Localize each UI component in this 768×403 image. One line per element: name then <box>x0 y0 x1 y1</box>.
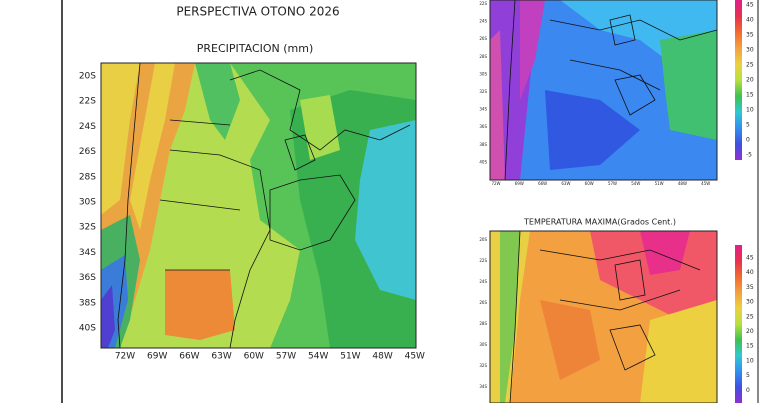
lat-label: 36S <box>79 273 96 283</box>
lat-label: 30S <box>79 198 96 208</box>
colorbar-label: 15 <box>746 92 754 99</box>
subtitle: PRECIPITACION (mm) <box>197 42 314 55</box>
lat-label: 34S <box>79 248 96 258</box>
lon-label: 51W <box>655 181 664 186</box>
colorbar-label: 5 <box>746 122 750 129</box>
colorbar-label: 0 <box>746 387 750 394</box>
colorbar <box>735 0 742 160</box>
lon-label: 72W <box>491 181 500 186</box>
lat-label: 28S <box>79 172 96 182</box>
colorbar-label: 15 <box>746 343 754 350</box>
colorbar-label: 25 <box>746 62 754 69</box>
lon-label: 54W <box>308 352 328 362</box>
lat-label: 24S <box>79 122 96 132</box>
title: PERSPECTIVA OTONO 2026 <box>176 5 339 19</box>
lon-label: 45W <box>701 181 710 186</box>
colorbar-label: 35 <box>746 284 754 291</box>
panel-title: TEMPERATURA MAXIMA(Grados Cent.) <box>523 218 676 227</box>
lat-label: 32S <box>479 363 487 368</box>
lon-label: 45W <box>405 352 425 362</box>
lat-label: 24S <box>479 279 487 284</box>
colorbar-label: 45 <box>746 255 754 262</box>
lon-label: 69W <box>147 352 167 362</box>
lat-label: 40S <box>479 159 487 164</box>
lat-label: 22S <box>479 1 487 6</box>
lon-label: 72W <box>115 352 135 362</box>
lat-label: 32S <box>79 223 96 233</box>
lat-label: 26S <box>479 36 487 41</box>
map-labels: 20S 22S 24S 26S 28S 30S 32S 34S 36S 38S 40S 72W 69W 6… <box>79 1 754 394</box>
tmax-map <box>489 230 718 403</box>
lat-label: 24S <box>479 19 487 24</box>
lat-label: 40S <box>79 324 96 334</box>
colorbar-label: 20 <box>746 77 754 84</box>
lat-label: 32S <box>479 89 487 94</box>
colorbar-label: 20 <box>746 328 754 335</box>
lon-label: 63W <box>211 352 231 362</box>
colorbar-label: 40 <box>746 269 754 276</box>
colorbar <box>735 245 742 403</box>
colorbar-label: 10 <box>746 107 754 114</box>
colorbar-label: 35 <box>746 32 754 39</box>
colorbar-label: 40 <box>746 17 754 24</box>
lat-label: 34S <box>479 384 487 389</box>
lon-label: 48W <box>678 181 687 186</box>
colorbar-label: 0 <box>746 137 750 144</box>
colorbar-label: 10 <box>746 357 754 364</box>
lat-label: 38S <box>479 142 487 147</box>
lon-label: 66W <box>179 352 199 362</box>
lat-label: 22S <box>79 97 96 107</box>
lon-label: 57W <box>276 352 296 362</box>
lat-label: 30S <box>479 71 487 76</box>
lon-label: 48W <box>372 352 392 362</box>
colorbar-label: 30 <box>746 47 754 54</box>
lat-label: 28S <box>479 54 487 59</box>
lat-label: 38S <box>79 298 96 308</box>
colorbar-label: -5 <box>746 152 752 159</box>
lat-label: 26S <box>479 300 487 305</box>
colorbar-label: 25 <box>746 313 754 320</box>
colorbar-label: 5 <box>746 372 750 379</box>
lon-label: 66W <box>538 181 547 186</box>
lat-label: 28S <box>479 321 487 326</box>
lat-label: 20S <box>479 237 487 242</box>
lon-label: 54W <box>631 181 640 186</box>
lat-label: 22S <box>479 258 487 263</box>
lon-label: 60W <box>244 352 264 362</box>
lon-label: 51W <box>340 352 360 362</box>
tmin-map <box>489 0 718 181</box>
lon-label: 63W <box>561 181 570 186</box>
lat-label: 20S <box>79 72 96 82</box>
lon-label: 60W <box>585 181 594 186</box>
lon-label: 69W <box>515 181 524 186</box>
colorbar-label: 45 <box>746 2 754 9</box>
lon-label: 57W <box>608 181 617 186</box>
lat-label: 36S <box>479 124 487 129</box>
precip-map <box>100 62 417 349</box>
lat-label: 34S <box>479 107 487 112</box>
lat-label: 26S <box>79 147 96 157</box>
lat-label: 30S <box>479 342 487 347</box>
colorbar-label: 30 <box>746 299 754 306</box>
